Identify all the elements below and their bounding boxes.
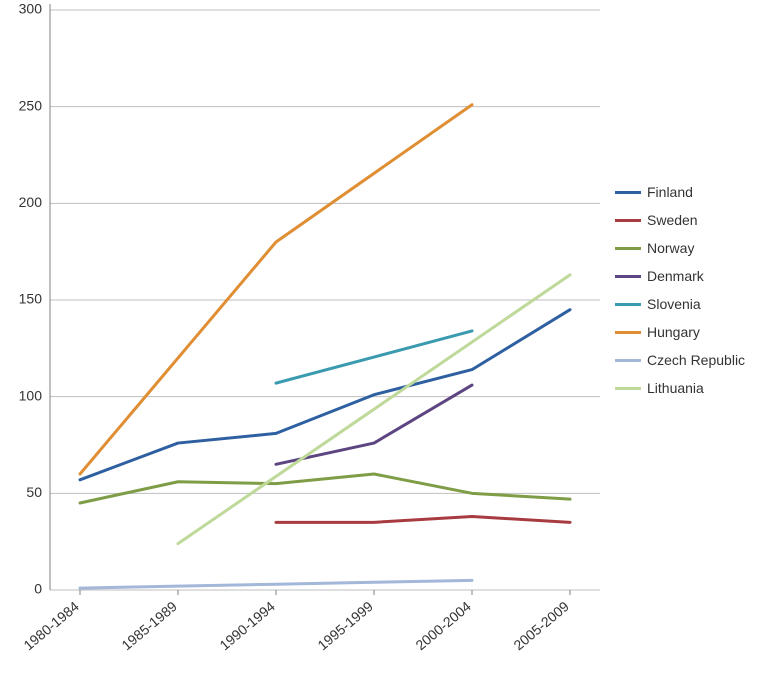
y-tick-label: 200 (19, 194, 43, 210)
legend-swatch (615, 275, 641, 278)
legend-label: Lithuania (647, 380, 704, 396)
y-tick-label: 300 (19, 1, 43, 17)
legend-item: Lithuania (615, 374, 745, 402)
legend-swatch (615, 303, 641, 306)
legend-label: Czech Republic (647, 352, 745, 368)
legend-item: Czech Republic (615, 346, 745, 374)
y-tick-label: 150 (19, 291, 43, 307)
chart-legend: Finland Sweden Norway Denmark Slovenia Hungar… (615, 178, 745, 402)
legend-swatch (615, 191, 641, 194)
y-tick-label: 0 (34, 581, 42, 597)
legend-item: Hungary (615, 318, 745, 346)
legend-swatch (615, 359, 641, 362)
legend-label: Norway (647, 240, 694, 256)
legend-label: Hungary (647, 324, 700, 340)
legend-label: Slovenia (647, 296, 701, 312)
legend-label: Finland (647, 184, 693, 200)
legend-swatch (615, 331, 641, 334)
legend-item: Sweden (615, 206, 745, 234)
legend-label: Denmark (647, 268, 704, 284)
y-tick-label: 50 (26, 484, 42, 500)
legend-swatch (615, 387, 641, 390)
legend-item: Denmark (615, 262, 745, 290)
legend-item: Finland (615, 178, 745, 206)
legend-swatch (615, 247, 641, 250)
legend-swatch (615, 219, 641, 222)
line-chart: 0501001502002503001980-19841985-19891990… (0, 0, 773, 678)
y-tick-label: 250 (19, 97, 43, 113)
legend-item: Norway (615, 234, 745, 262)
y-tick-label: 100 (19, 387, 43, 403)
legend-item: Slovenia (615, 290, 745, 318)
legend-label: Sweden (647, 212, 698, 228)
